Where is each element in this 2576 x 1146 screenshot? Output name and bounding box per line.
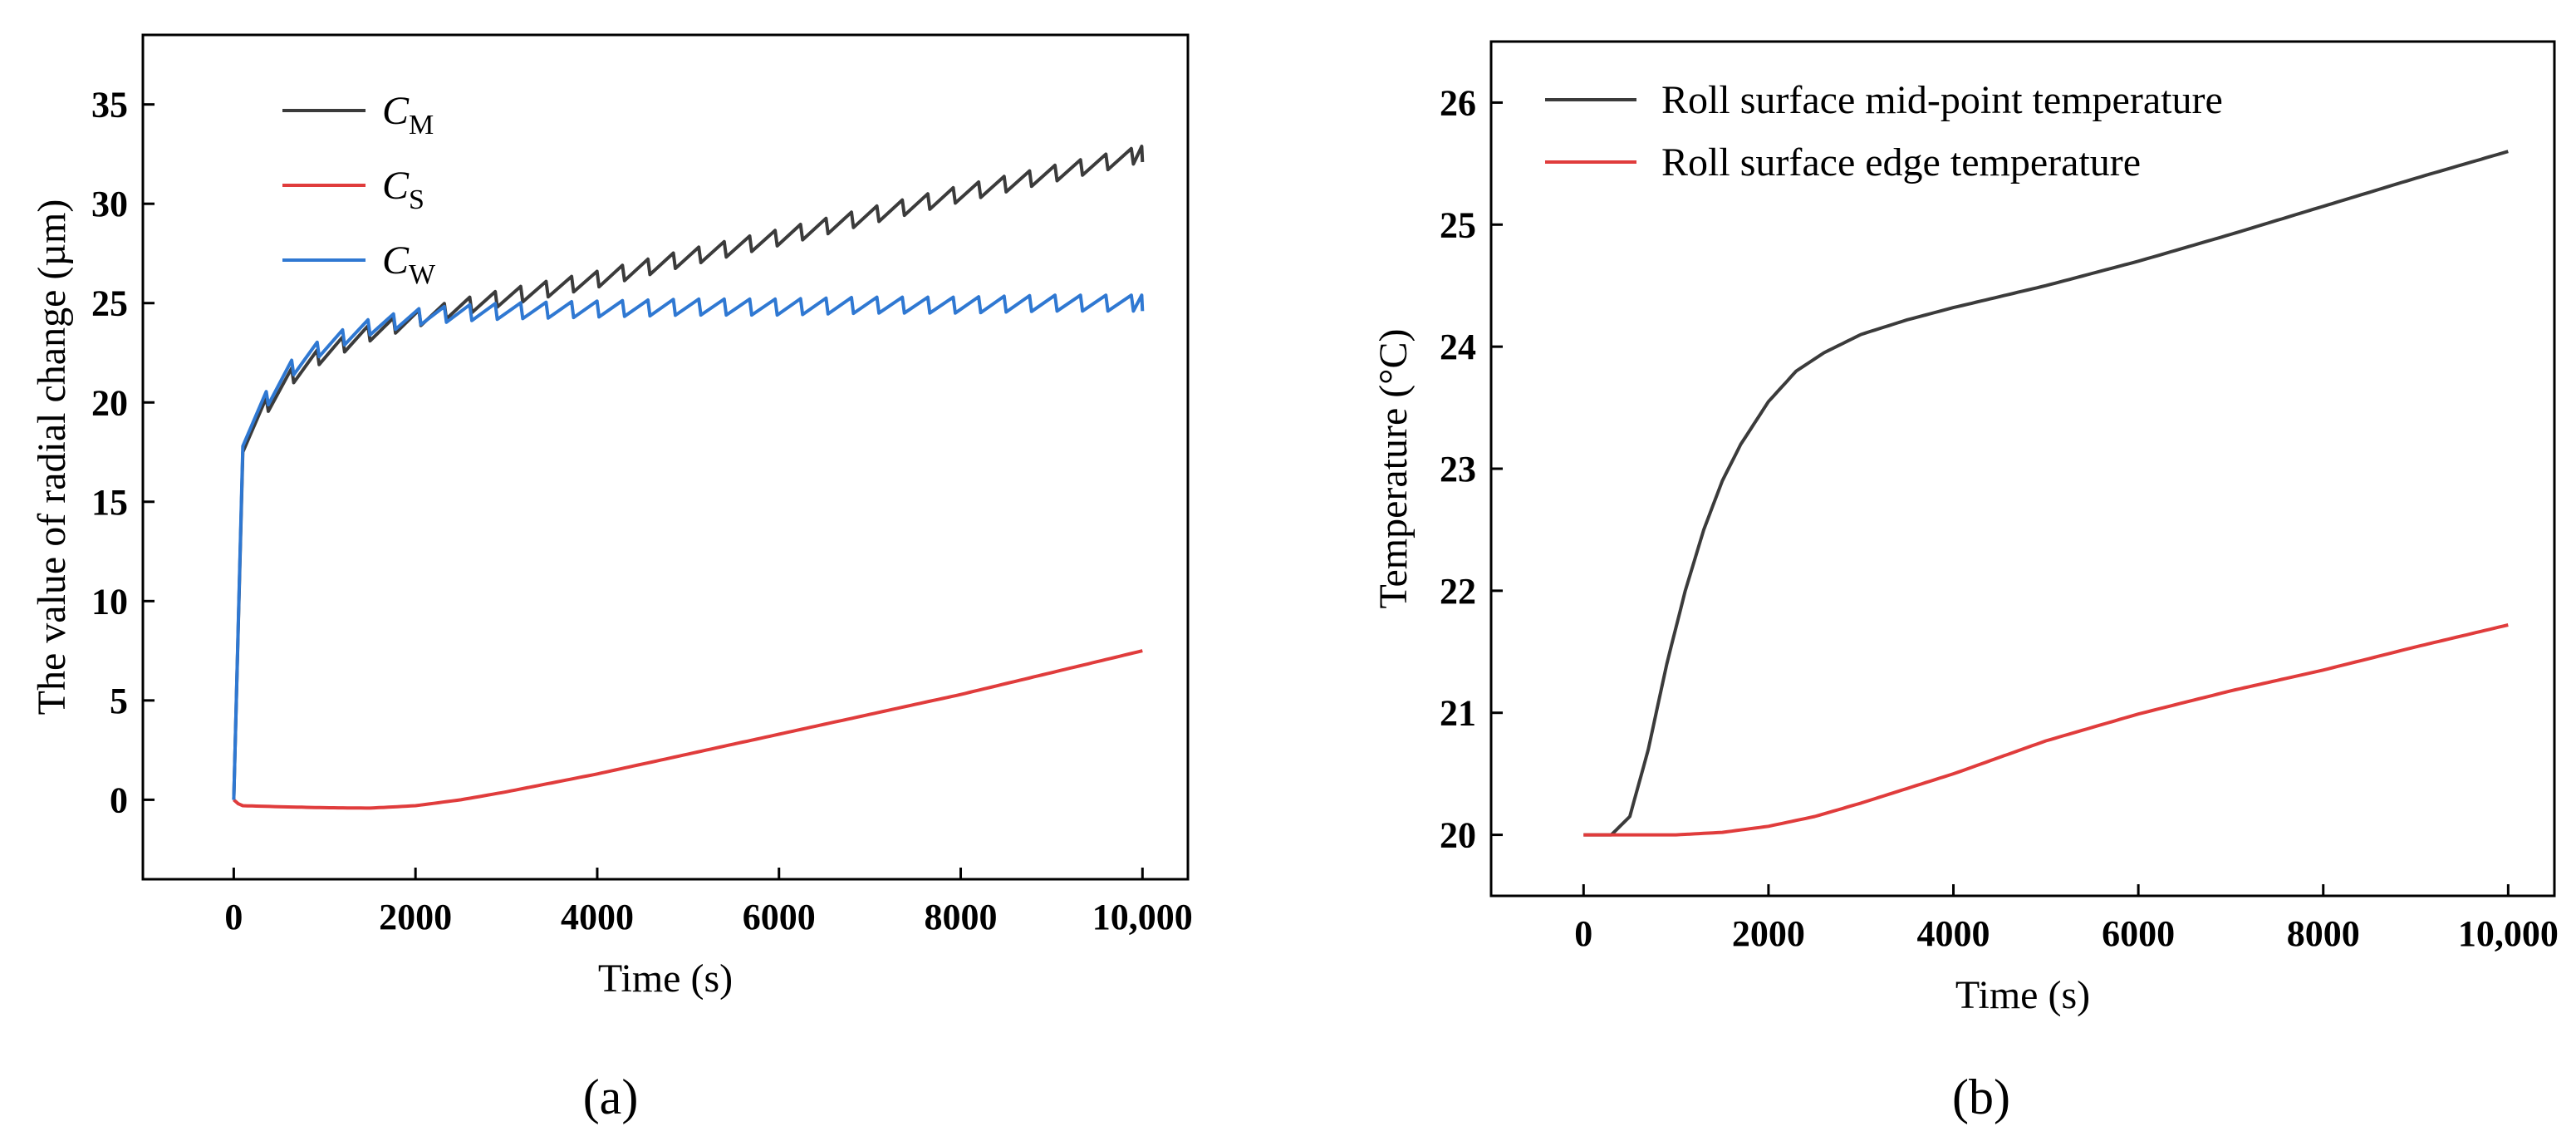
- panel-b-series-group: [1583, 150, 2509, 837]
- y-tick-label: 25: [1440, 204, 1476, 245]
- legend-entry-main: C: [382, 239, 410, 283]
- series-line: [1583, 623, 2509, 837]
- legend-entry: CM: [382, 89, 434, 140]
- legend-entry: Roll surface edge temperature: [1661, 140, 2141, 184]
- panel-b-ticks: 0 2000 4000 6000 8000 10,000 20 21 22 23 24 25 26: [1440, 82, 2559, 954]
- y-tick-label: 20: [91, 382, 128, 423]
- y-tick-label: 30: [91, 184, 128, 224]
- panel-a-plot-frame: [141, 33, 1190, 881]
- panel-b-label: (b): [1952, 1070, 2010, 1124]
- y-tick-label: 35: [91, 85, 128, 125]
- panel-a-series-group: [232, 145, 1145, 810]
- panel-b-legend: Roll surface mid-point temperature Roll s…: [1545, 78, 2223, 184]
- legend-entry-main: C: [382, 164, 410, 208]
- x-tick-label: 2000: [379, 897, 452, 937]
- x-tick-label: 2000: [1732, 913, 1805, 954]
- x-tick-label: 4000: [561, 897, 634, 937]
- panel-b-chart: 0 2000 4000 6000 8000 10,000 20 21 22 23 24 25 26 Ro…: [1371, 40, 2559, 1124]
- x-tick-label: 8000: [925, 897, 998, 937]
- legend-entry-subscript: W: [409, 259, 436, 290]
- x-tick-label: 6000: [2102, 913, 2175, 954]
- legend-entry-subscript: S: [409, 184, 424, 215]
- series-line: [232, 293, 1145, 800]
- y-tick-label: 24: [1440, 327, 1476, 367]
- x-tick-label: 6000: [743, 897, 816, 937]
- legend-entry-main: C: [382, 89, 410, 133]
- legend-entry: CS: [382, 164, 424, 215]
- panel-a-y-axis-label: The value of radial change (µm): [30, 199, 74, 716]
- panel-a-x-axis-label: Time (s): [598, 957, 733, 1001]
- series-line: [233, 649, 1143, 810]
- x-tick-label: 8000: [2287, 913, 2360, 954]
- y-tick-label: 21: [1440, 693, 1476, 734]
- panel-b-x-axis-label: Time (s): [1955, 973, 2090, 1017]
- x-tick-label: 4000: [1917, 913, 1990, 954]
- y-tick-label: 22: [1440, 571, 1476, 612]
- y-tick-label: 20: [1440, 815, 1476, 856]
- x-tick-label: 10,000: [1092, 897, 1193, 937]
- series-line: [1583, 150, 2509, 837]
- panel-a-label: (a): [583, 1070, 639, 1124]
- x-tick-label: 0: [1574, 913, 1592, 954]
- x-tick-label: 0: [224, 897, 243, 937]
- panel-a-ticks: 0 2000 4000 6000 8000 10,000 0 5 10 15 20 25 30 35: [91, 85, 1193, 937]
- y-tick-label: 5: [110, 681, 128, 721]
- x-tick-label: 10,000: [2458, 913, 2559, 954]
- y-tick-label: 23: [1440, 449, 1476, 489]
- y-tick-label: 26: [1440, 82, 1476, 123]
- series-line: [232, 145, 1145, 800]
- panel-b-y-axis-label: Temperature (°C): [1371, 328, 1416, 608]
- y-tick-label: 0: [110, 780, 128, 820]
- y-tick-label: 25: [91, 283, 128, 324]
- legend-entry-subscript: M: [409, 110, 434, 140]
- y-tick-label: 10: [91, 581, 128, 622]
- legend-entry: Roll surface mid-point temperature: [1661, 78, 2223, 122]
- y-tick-label: 15: [91, 482, 128, 523]
- legend-entry: CW: [382, 239, 436, 290]
